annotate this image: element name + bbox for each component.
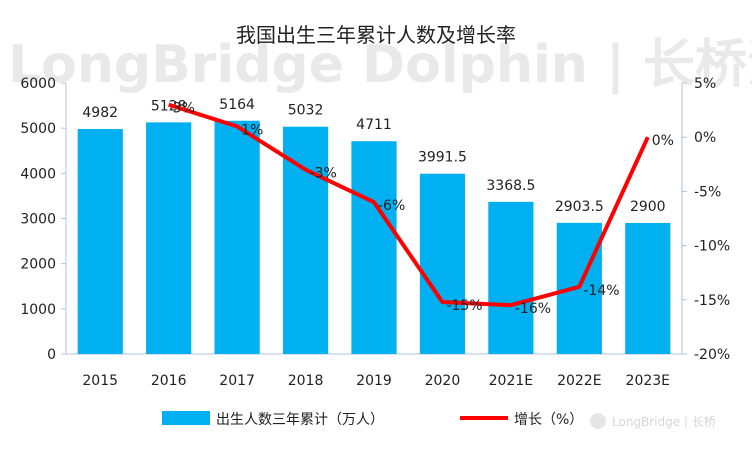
legend-bar-label: 出生人数三年累计（万人） xyxy=(216,412,384,428)
right-tick-label: -5% xyxy=(694,184,721,200)
bar-value-label: 4711 xyxy=(356,117,392,133)
growth-value-label: -6% xyxy=(378,198,405,214)
legend-line-label: 增长（%） xyxy=(514,412,583,428)
x-tick-label: 2015 xyxy=(82,373,118,389)
logo-text: LongBridge | 长桥 xyxy=(612,415,716,429)
growth-value-label: -16% xyxy=(515,301,551,317)
bar-value-label: 5164 xyxy=(219,97,255,113)
x-tick-label: 2020 xyxy=(425,373,461,389)
left-tick-label: 6000 xyxy=(20,76,56,92)
growth-line-path xyxy=(168,102,650,308)
bar-value-label: 2900 xyxy=(630,199,666,215)
bar xyxy=(488,201,534,354)
growth-value-label: -14% xyxy=(583,283,619,299)
left-tick-label: 1000 xyxy=(20,302,56,318)
bar xyxy=(351,141,397,354)
left-tick-label: 0 xyxy=(47,347,56,363)
right-tick-label: 5% xyxy=(694,76,716,92)
bar xyxy=(214,120,260,354)
right-tick-label: -20% xyxy=(694,347,730,363)
bar-value-label: 2903.5 xyxy=(555,199,604,215)
x-tick-label: 2016 xyxy=(151,373,187,389)
growth-value-label: 1% xyxy=(241,122,263,138)
legend-bar-swatch xyxy=(162,411,210,425)
chart-title: 我国出生三年累计人数及增长率 xyxy=(236,23,516,47)
bars xyxy=(77,120,671,354)
bar-value-label: 3991.5 xyxy=(418,150,467,166)
longbridge-logo: LongBridge | 长桥 xyxy=(590,413,716,429)
bar xyxy=(625,223,671,354)
bar xyxy=(77,128,123,354)
growth-labels: 3% 1% -3% -6% -15% -16% -14% 0% xyxy=(173,101,674,318)
x-tick-label: 2022E xyxy=(557,373,601,389)
growth-value-label: -15% xyxy=(446,298,482,314)
right-tick-label: 0% xyxy=(694,130,716,146)
bar-value-label: 4982 xyxy=(82,105,118,121)
left-tick-label: 2000 xyxy=(20,257,56,273)
x-tick-label: 2021E xyxy=(489,373,533,389)
growth-value-label: -3% xyxy=(310,166,337,182)
left-tick-label: 4000 xyxy=(20,166,56,182)
x-tick-label: 2017 xyxy=(219,373,255,389)
growth-value-label: 0% xyxy=(652,133,674,149)
logo-icon xyxy=(590,413,606,429)
bar xyxy=(282,126,329,354)
right-tick-label: -10% xyxy=(694,239,730,255)
growth-line xyxy=(168,102,650,308)
bar-value-label: 5032 xyxy=(288,103,324,119)
x-tick-label: 2018 xyxy=(288,373,324,389)
bar-value-label: 3368.5 xyxy=(486,178,535,194)
legend: 出生人数三年累计（万人） 增长（%） xyxy=(162,411,583,428)
x-tick-label: 2023E xyxy=(626,373,670,389)
bar xyxy=(419,173,466,354)
left-tick-label: 3000 xyxy=(20,212,56,228)
left-tick-label: 5000 xyxy=(20,121,56,137)
bar xyxy=(146,122,192,354)
watermark: LongBridge Dolphin | 长桥海豚投研 xyxy=(8,35,752,95)
growth-value-label: 3% xyxy=(173,101,195,117)
right-tick-label: -15% xyxy=(694,293,730,309)
x-tick-label: 2019 xyxy=(356,373,392,389)
